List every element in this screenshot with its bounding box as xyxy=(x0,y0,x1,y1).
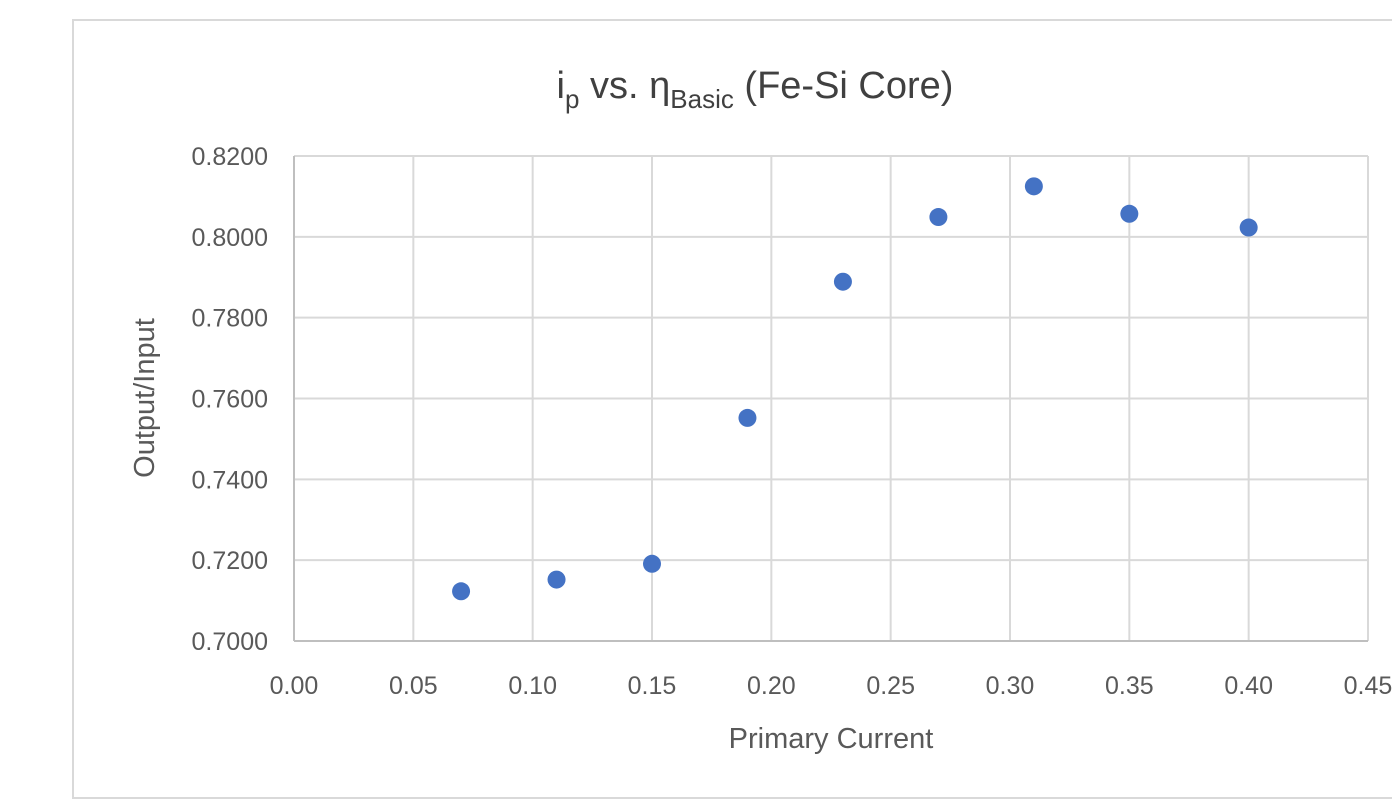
axes xyxy=(293,156,1368,642)
x-tick-label: 0.10 xyxy=(508,672,557,700)
x-tick-label: 0.25 xyxy=(866,672,915,700)
y-tick-label: 0.8200 xyxy=(192,143,268,171)
y-tick-label: 0.7200 xyxy=(192,547,268,575)
y-tick-labels: 0.7000 0.7200 0.7400 0.7600 0.7800 0.8000 0.82… xyxy=(192,143,268,656)
y-tick-label: 0.8000 xyxy=(192,224,268,252)
data-point xyxy=(833,272,852,291)
x-tick-label: 0.05 xyxy=(389,672,438,700)
data-point xyxy=(1120,204,1139,223)
x-tick-labels: 0.00 0.05 0.10 0.15 0.20 0.25 0.30 0.35 0.40 0.45 xyxy=(270,672,1392,700)
chart-title: ip vs. ηBasic (Fe-Si Core) xyxy=(557,65,954,114)
x-tick-label: 0.30 xyxy=(986,672,1035,700)
chart-frame xyxy=(72,19,1392,799)
x-tick-label: 0.35 xyxy=(1105,672,1154,700)
data-point xyxy=(643,554,661,573)
x-tick-label: 0.00 xyxy=(270,672,319,700)
x-tick-label: 0.40 xyxy=(1224,672,1273,700)
y-tick-label: 0.7600 xyxy=(192,386,268,414)
y-tick-label: 0.7800 xyxy=(192,305,268,333)
x-tick-label: 0.15 xyxy=(628,672,677,700)
x-tick-label: 0.45 xyxy=(1344,672,1392,700)
grid-lines xyxy=(294,155,1369,641)
data-point xyxy=(929,208,948,227)
data-point xyxy=(547,570,566,589)
y-tick-label: 0.7400 xyxy=(192,466,268,494)
data-point xyxy=(738,408,757,427)
y-tick-label: 0.7000 xyxy=(192,628,268,656)
data-point xyxy=(1024,177,1043,196)
x-tick-label: 0.20 xyxy=(747,672,796,700)
data-points xyxy=(452,177,1258,601)
data-point xyxy=(452,582,471,601)
x-axis-title: Primary Current xyxy=(729,723,934,755)
data-point xyxy=(1239,218,1258,237)
y-axis-title: Output/Input xyxy=(129,318,161,478)
